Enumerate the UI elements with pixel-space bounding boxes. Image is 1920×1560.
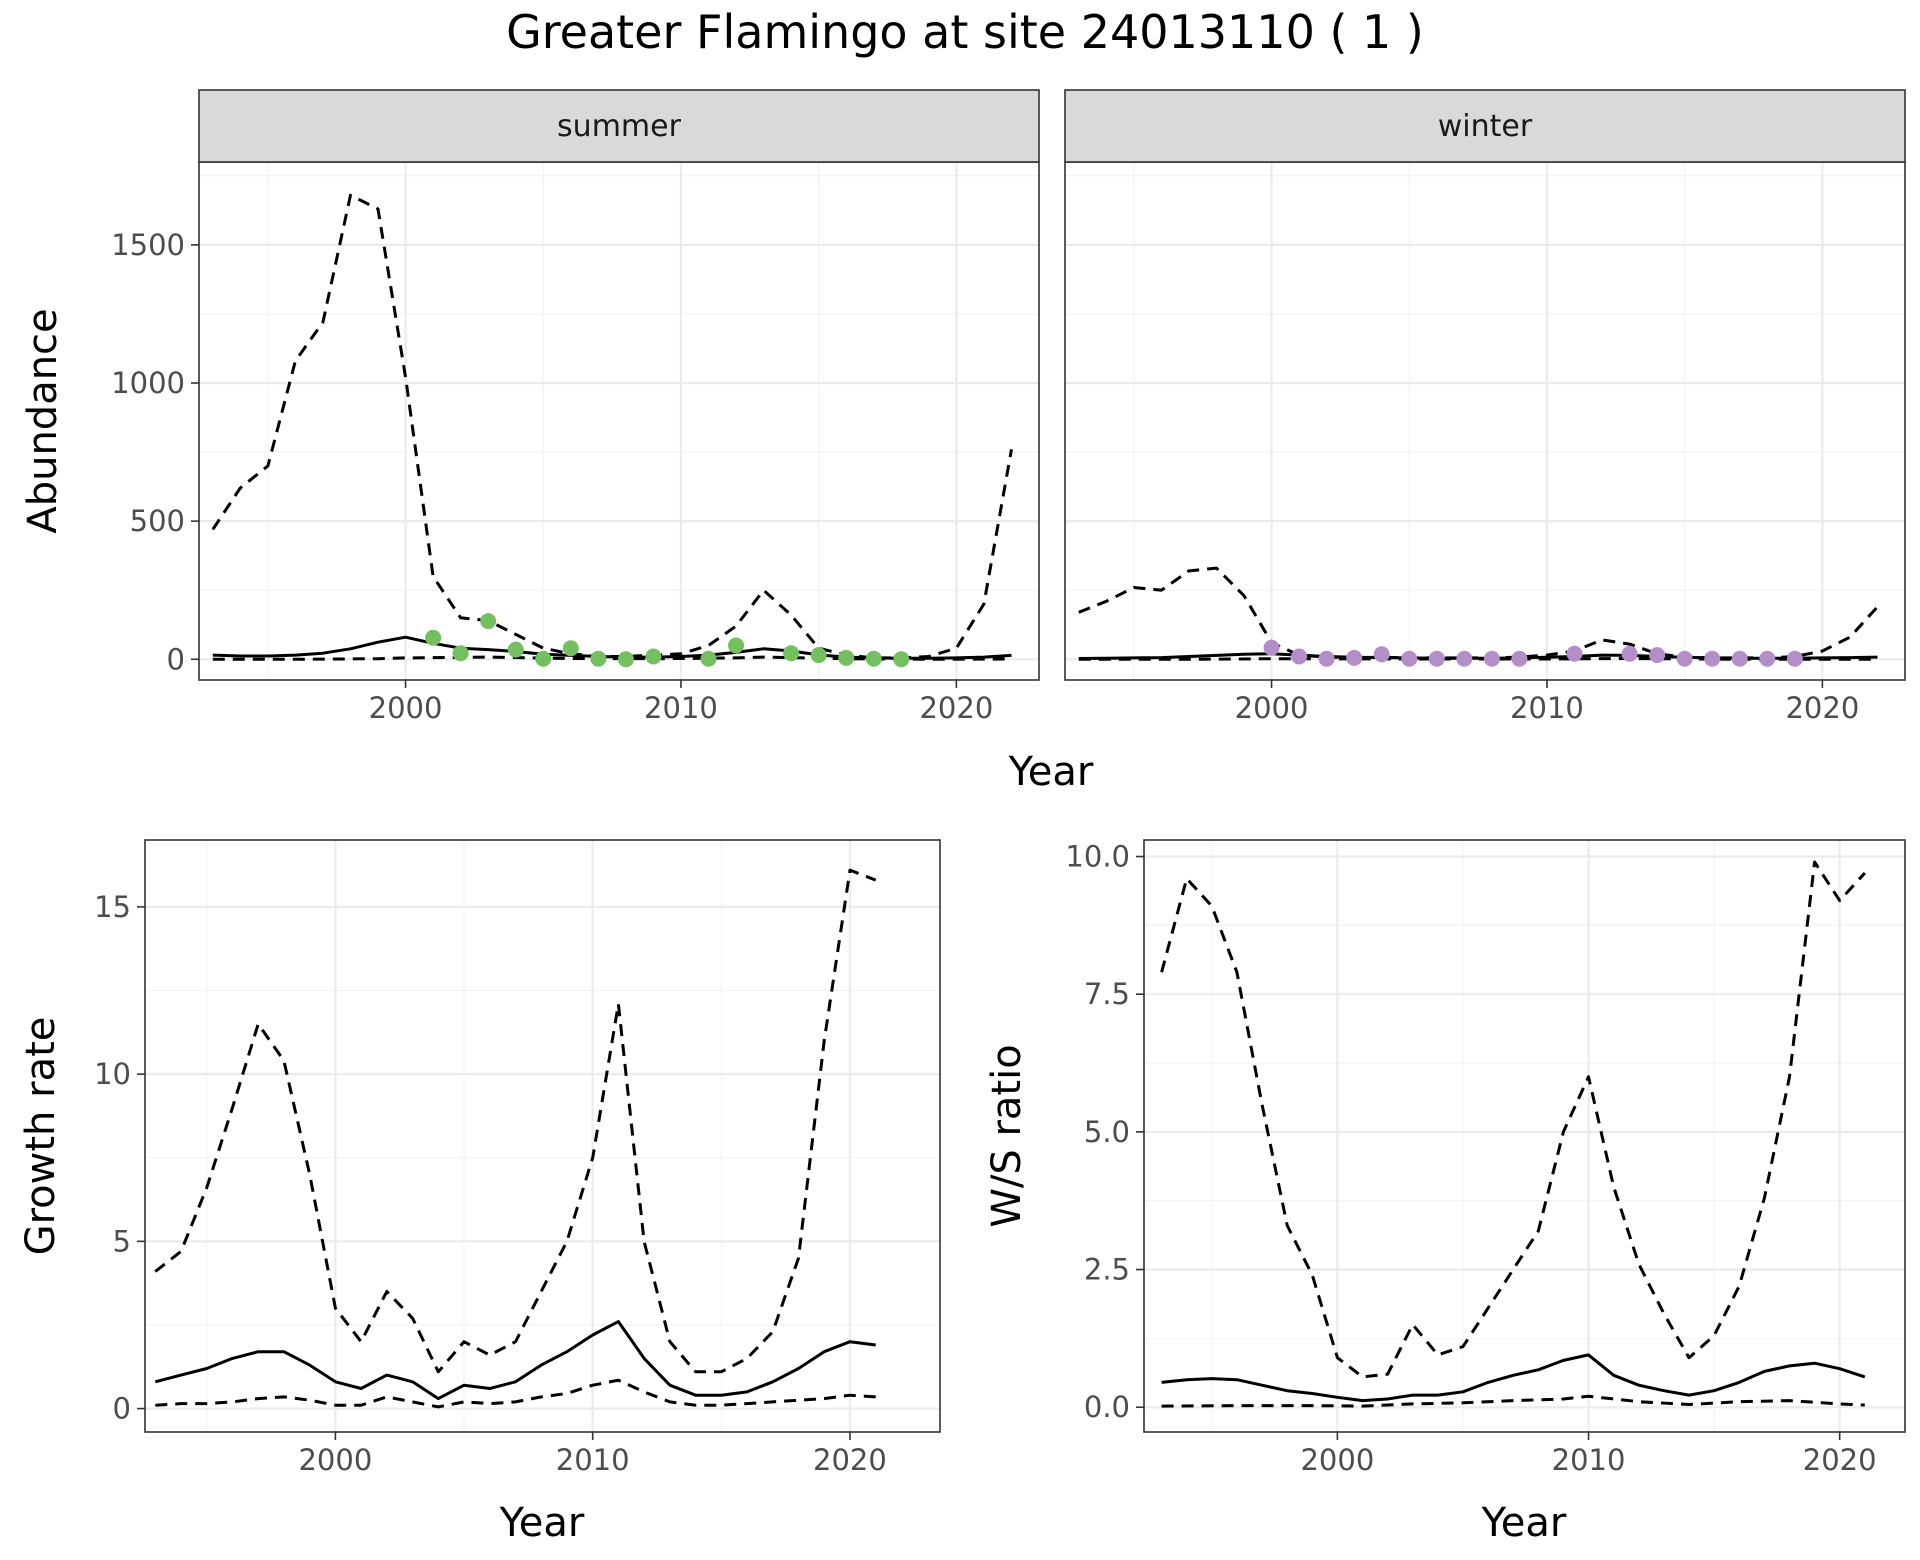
x-tick-label: 2020 <box>1803 1443 1877 1477</box>
observed-point <box>1428 650 1445 667</box>
observed-point <box>865 650 882 667</box>
observed-point <box>783 645 800 662</box>
y-tick-label: 0 <box>167 642 185 676</box>
observed-point <box>1621 645 1638 662</box>
observed-point <box>590 650 607 667</box>
observed-point <box>425 629 442 646</box>
facet-strip <box>198 89 1040 163</box>
x-axis-title: Year <box>1481 1500 1567 1546</box>
x-tick-label: 2000 <box>1300 1443 1374 1477</box>
figure-title: Greater Flamingo at site 24013110 ( 1 ) <box>506 5 1424 59</box>
observed-point <box>1318 650 1335 667</box>
growth-rate-chart: 2000 2010 2020 0 5 10 15 Year Growth rate <box>18 839 941 1546</box>
observed-point <box>1511 650 1528 667</box>
observed-point <box>810 647 827 664</box>
facet-summer: 2000 2010 2020 0 500 1000 1500 summer <box>111 89 1040 725</box>
observed-point <box>480 613 497 630</box>
observed-point <box>1483 650 1500 667</box>
x-tick-label: 2020 <box>813 1443 887 1477</box>
y-tick-label: 10 <box>94 1057 131 1091</box>
observed-point <box>1456 650 1473 667</box>
x-tick-label: 2010 <box>644 691 718 725</box>
observed-point <box>1649 647 1666 664</box>
observed-point <box>535 650 552 667</box>
x-tick-label: 2000 <box>1235 691 1309 725</box>
y-tick-label: 0 <box>113 1392 131 1426</box>
series-lines <box>1160 860 1866 1408</box>
facet-winter: 2000 2010 2020 winter <box>1064 89 1906 725</box>
observed-point <box>617 651 634 668</box>
lower-ci-line <box>155 1378 876 1409</box>
observed-point <box>1346 649 1363 666</box>
observed-point <box>1291 648 1308 665</box>
observed-point <box>1676 650 1693 667</box>
x-tick-label: 2000 <box>369 691 443 725</box>
facet-strip <box>1064 89 1906 163</box>
y-tick-label: 15 <box>94 890 131 924</box>
observed-point <box>700 650 717 667</box>
y-tick-label: 2.5 <box>1084 1253 1130 1287</box>
lower-ci-line <box>212 655 1012 661</box>
observed-point <box>507 641 524 658</box>
observed-point <box>645 648 662 665</box>
y-tick-label: 1500 <box>111 228 185 262</box>
panel-border <box>1143 839 1906 1433</box>
x-axis-title: Year <box>1008 749 1094 795</box>
observed-point <box>838 649 855 666</box>
y-tick-label: 0.0 <box>1084 1390 1130 1424</box>
y-tick-label: 10.0 <box>1065 840 1130 874</box>
facet-strip-label: summer <box>557 109 682 144</box>
grid <box>1144 840 1905 1432</box>
y-tick-label: 1000 <box>111 366 185 400</box>
facet-strip-label: winter <box>1438 109 1533 144</box>
observed-point <box>1566 645 1583 662</box>
y-axis-title: W/S ratio <box>984 1044 1030 1227</box>
observed-point <box>893 651 910 668</box>
x-tick-label: 2010 <box>556 1443 630 1477</box>
y-axis-title: Abundance <box>20 308 66 533</box>
observed-points <box>425 613 910 668</box>
observed-point <box>1759 650 1776 667</box>
observed-point <box>562 640 579 657</box>
y-tick-label: 7.5 <box>1084 977 1130 1011</box>
estimate-line <box>1161 1353 1866 1403</box>
lower-ci-line <box>1161 1394 1865 1408</box>
observed-point <box>1373 646 1390 663</box>
observed-point <box>1401 650 1418 667</box>
x-tick-label: 2020 <box>1785 691 1859 725</box>
observed-point <box>452 645 469 662</box>
observed-point <box>1263 639 1280 656</box>
observed-point <box>1731 650 1748 667</box>
lower-ci-line <box>1078 657 1878 661</box>
ws-ratio-chart: 2000 2010 2020 0.0 2.5 5.0 7.5 10.0 Year W/S rati… <box>984 839 1906 1546</box>
observed-point <box>1704 650 1721 667</box>
x-tick-label: 2000 <box>298 1443 372 1477</box>
upper-ci-line <box>154 868 877 1374</box>
y-tick-label: 500 <box>130 504 185 538</box>
y-axis-title: Growth rate <box>18 1017 64 1256</box>
y-tick-label: 5.0 <box>1084 1115 1130 1149</box>
x-tick-label: 2010 <box>1510 691 1584 725</box>
observed-point <box>1786 650 1803 667</box>
grid <box>145 840 940 1432</box>
observed-points <box>1263 639 1803 667</box>
x-tick-label: 2010 <box>1552 1443 1626 1477</box>
panel-border <box>144 839 941 1433</box>
series-lines <box>154 868 877 1409</box>
upper-ci-line <box>1160 860 1866 1379</box>
observed-point <box>728 637 745 654</box>
x-tick-label: 2020 <box>919 691 993 725</box>
x-axis-title: Year <box>499 1500 585 1546</box>
y-tick-label: 5 <box>113 1224 131 1258</box>
estimate-line <box>154 1320 876 1401</box>
